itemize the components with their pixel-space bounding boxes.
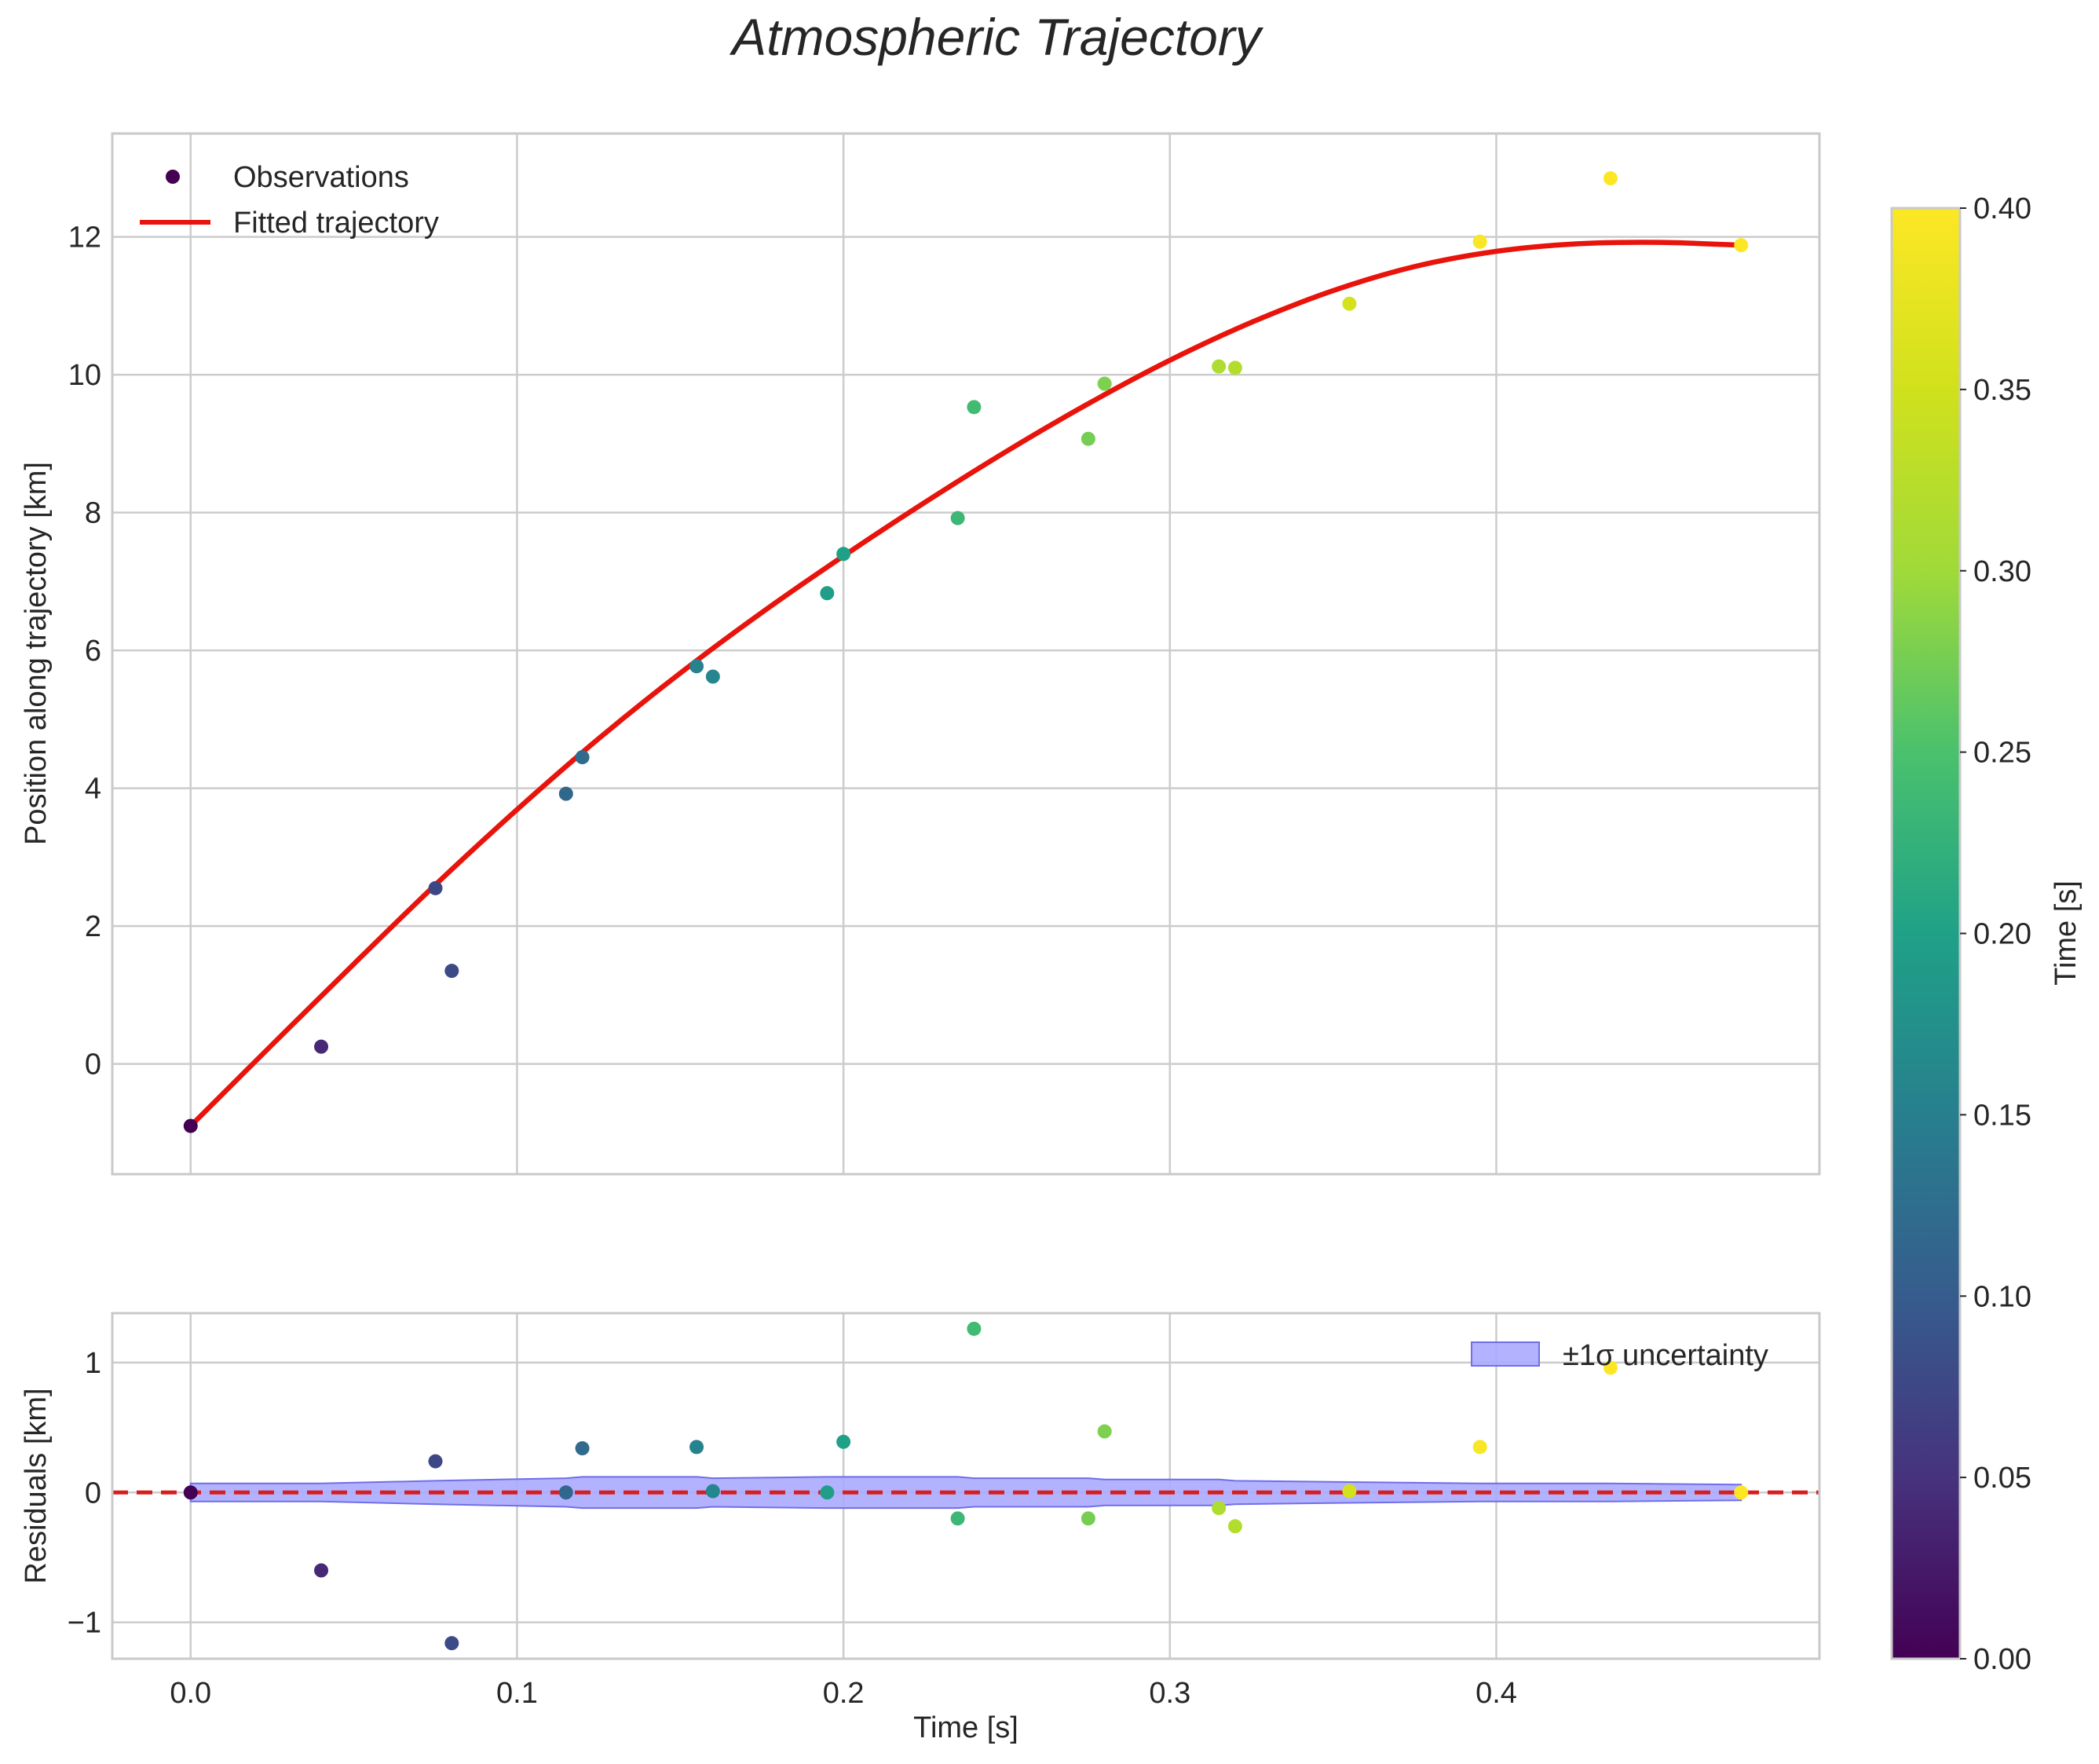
observation-point — [1097, 376, 1112, 391]
residual-point — [444, 1636, 459, 1651]
observation-point — [1081, 431, 1095, 446]
residual-point — [1603, 1360, 1618, 1375]
observation-point — [836, 547, 851, 562]
colorbar-tick-label: 0.25 — [1973, 737, 2031, 770]
observation-point — [183, 1118, 198, 1133]
residual-point — [1342, 1484, 1357, 1499]
colorbar-tick-label: 0.35 — [1973, 374, 2031, 407]
colorbar-tick-label: 0.20 — [1973, 918, 2031, 951]
observation-point — [314, 1039, 329, 1054]
residual-legend: ±1σ uncertainty — [1471, 1339, 1768, 1372]
main-y-tick-label: 10 — [68, 359, 101, 392]
x-tick-label: 0.4 — [1476, 1677, 1517, 1710]
colorbar-tick-label: 0.30 — [1973, 555, 2031, 588]
residual-y-ticks: −1 0 1 — [68, 1347, 101, 1640]
residual-point — [1212, 1501, 1227, 1516]
residual-x-ticks: 0.0 0.1 0.2 0.3 0.4 — [170, 1677, 1517, 1710]
observation-point — [689, 659, 704, 674]
residual-point — [705, 1484, 720, 1499]
x-tick-label: 0.3 — [1149, 1677, 1190, 1710]
main-legend: Observations Fitted trajectory — [140, 161, 439, 240]
residual-spines — [111, 1312, 1821, 1660]
legend-observations-marker — [166, 170, 180, 184]
residual-point — [820, 1485, 835, 1500]
legend-band-label: ±1σ uncertainty — [1563, 1339, 1768, 1372]
colorbar-ticks: 0.00 0.05 0.10 0.15 0.20 0.25 0.30 0.35 0.40 — [1960, 192, 2031, 1676]
colorbar-tick-label: 0.05 — [1973, 1462, 2031, 1495]
residual-point — [428, 1454, 443, 1469]
main-grid — [112, 134, 1819, 1174]
observation-point — [1603, 171, 1618, 186]
observation-point — [705, 669, 720, 684]
residual-panel: −1 0 1 0.0 0.1 0.2 0.3 0.4 Residuals [km] Time… — [20, 1312, 1821, 1744]
observation-point — [444, 964, 459, 979]
observation-point — [1342, 296, 1357, 311]
x-tick-label: 0.1 — [496, 1677, 538, 1710]
legend-fit-label: Fitted trajectory — [233, 207, 439, 240]
residual-point — [836, 1434, 851, 1449]
residual-y-tick-label: 0 — [85, 1477, 101, 1510]
main-y-tick-label: 8 — [85, 497, 101, 530]
observation-point — [967, 400, 982, 415]
residual-point — [1734, 1485, 1749, 1500]
colorbar-tick-label: 0.00 — [1973, 1643, 2031, 1676]
main-y-tick-label: 6 — [85, 635, 101, 668]
colorbar: 0.00 0.05 0.10 0.15 0.20 0.25 0.30 0.35 0.40 Tim… — [1890, 192, 2083, 1676]
colorbar-tick-label: 0.40 — [1973, 192, 2031, 225]
residual-points — [183, 1321, 1749, 1651]
main-y-tick-label: 0 — [85, 1049, 101, 1081]
observation-point — [950, 511, 965, 525]
main-y-tick-label: 2 — [85, 910, 101, 943]
main-spines — [111, 132, 1821, 1176]
residual-point — [1472, 1440, 1487, 1455]
colorbar-gradient — [1890, 207, 1962, 1660]
main-y-tick-label: 12 — [68, 221, 101, 254]
main-y-ticks: 0 2 4 6 8 10 12 — [68, 221, 101, 1081]
residual-point — [689, 1440, 704, 1455]
chart-title: Atmospheric Trajectory — [729, 8, 1264, 66]
main-panel: 0 2 4 6 8 10 12 Position along trajectory [km]… — [20, 132, 1821, 1176]
observation-point — [1227, 360, 1242, 375]
legend-band-swatch — [1471, 1341, 1540, 1367]
observation-point — [558, 786, 573, 801]
x-axis-label: Time [s] — [913, 1711, 1018, 1744]
residual-y-tick-label: −1 — [68, 1607, 101, 1640]
observation-point — [1734, 238, 1749, 253]
observation-points — [183, 171, 1749, 1133]
residual-point — [1097, 1424, 1112, 1439]
residual-point — [314, 1563, 329, 1578]
x-tick-label: 0.2 — [823, 1677, 865, 1710]
colorbar-tick-label: 0.15 — [1973, 1099, 2031, 1132]
residual-point — [1227, 1519, 1242, 1534]
observation-point — [820, 586, 835, 601]
legend-observations-label: Observations — [233, 161, 409, 194]
residual-point — [575, 1441, 590, 1456]
residual-y-tick-label: 1 — [85, 1347, 101, 1380]
residual-y-axis-label: Residuals [km] — [20, 1388, 53, 1583]
residual-point — [183, 1485, 198, 1500]
observation-point — [1472, 234, 1487, 249]
observation-point — [575, 750, 590, 765]
colorbar-tick-label: 0.10 — [1973, 1280, 2031, 1313]
main-y-tick-label: 4 — [85, 773, 101, 806]
residual-point — [967, 1321, 982, 1336]
x-tick-label: 0.0 — [170, 1677, 211, 1710]
colorbar-label: Time [s] — [2050, 880, 2083, 986]
residual-point — [558, 1485, 573, 1500]
observation-point — [1212, 359, 1227, 374]
main-y-axis-label: Position along trajectory [km] — [20, 462, 53, 845]
residual-point — [1081, 1511, 1095, 1526]
observation-point — [428, 880, 443, 895]
residual-point — [950, 1511, 965, 1526]
